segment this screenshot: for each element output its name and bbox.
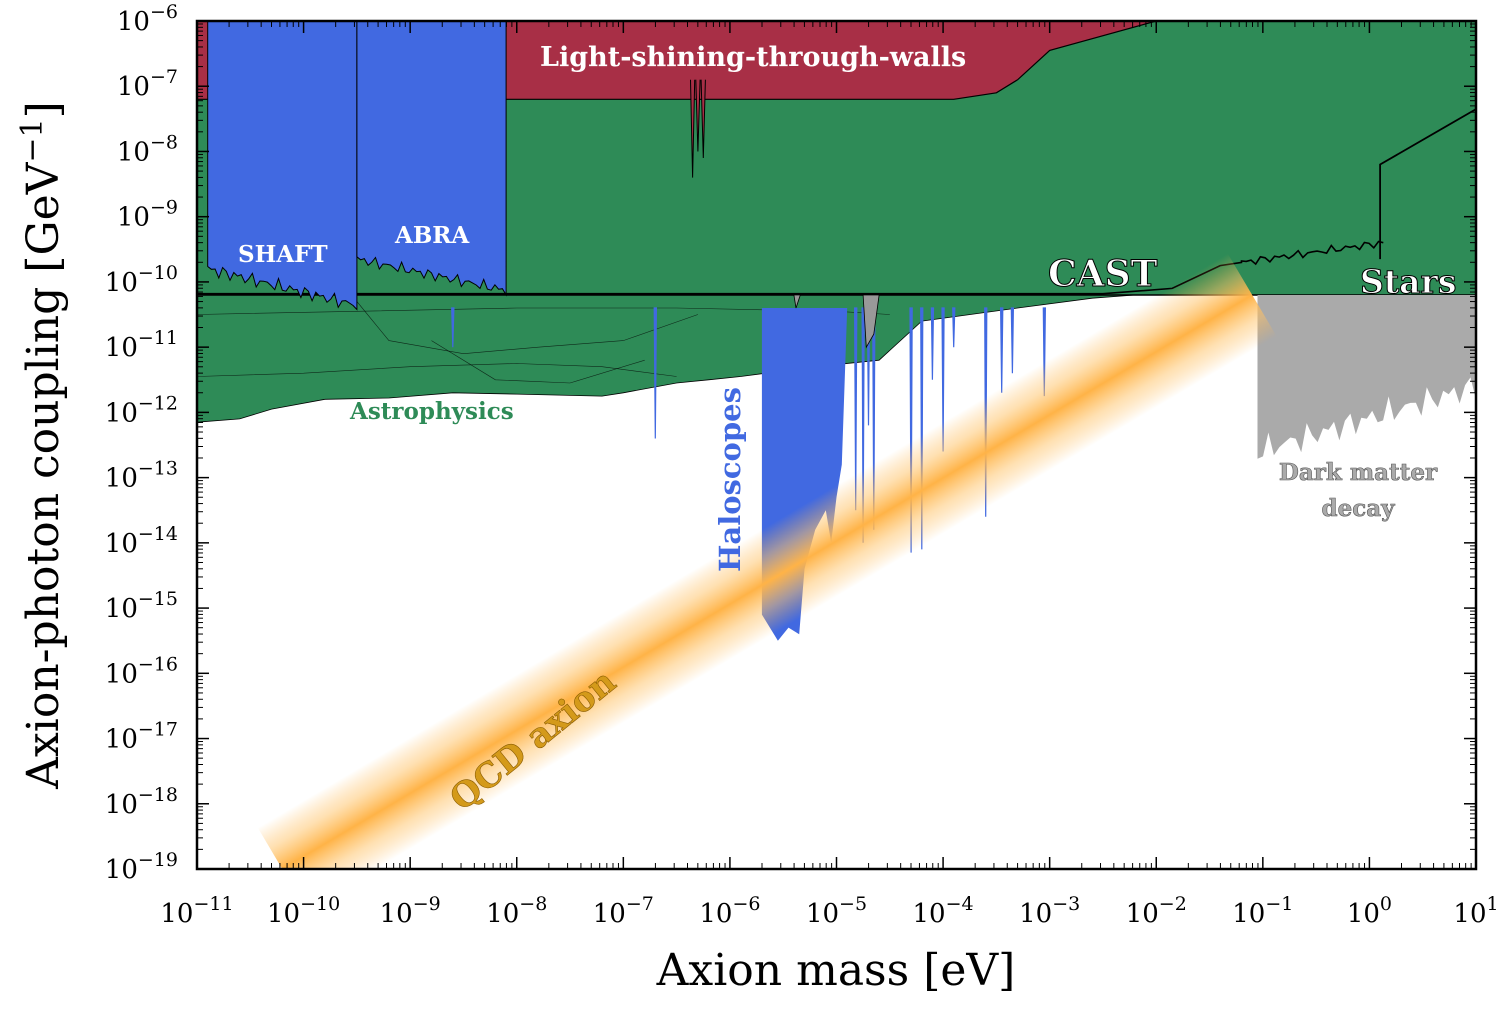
grey-feature — [862, 294, 880, 349]
y-tick-label: 10−14 — [105, 523, 178, 559]
y-tick-label: 10−8 — [117, 131, 178, 167]
y-tick-label: 10−13 — [105, 458, 178, 494]
x-tick-label: 10−5 — [806, 893, 867, 929]
lsw-dip — [690, 79, 696, 178]
y-tick-label: 10−15 — [105, 588, 178, 624]
label-light-shining-through-walls: Light-shining-through-walls — [540, 42, 966, 73]
y-axis-label: Axion-photon coupling [GeV−1] — [15, 101, 69, 790]
x-tick-label: 10−11 — [160, 893, 233, 929]
stars-upper-boundary — [1379, 108, 1476, 260]
x-tick-label: 10−10 — [267, 893, 340, 929]
x-tick-label: 10−2 — [1126, 893, 1187, 929]
haloscope-spike — [941, 307, 945, 452]
y-tick-label: 10−10 — [105, 262, 178, 298]
x-tick-label: 10−3 — [1019, 893, 1080, 929]
y-tick-label: 10−12 — [105, 392, 178, 428]
label-dark-matter-decay-1: Dark matter — [1279, 459, 1438, 486]
x-tick-label: 10−1 — [1232, 893, 1293, 929]
astrophysics-contour — [356, 301, 698, 355]
label-abra: ABRA — [394, 222, 470, 249]
x-tick-label: 10−7 — [593, 893, 654, 929]
abra-region — [356, 21, 507, 297]
y-tick-label: 10−9 — [117, 197, 178, 233]
haloscope-spike — [653, 307, 658, 439]
haloscope-spike — [1010, 307, 1015, 374]
haloscope-spike — [999, 307, 1004, 393]
label-shaft: SHAFT — [238, 241, 328, 268]
plot-area: Light-shining-through-walls SHAFT ABRA CAST… — [197, 21, 1476, 869]
haloscope-spike — [1042, 307, 1047, 397]
haloscope-spike — [861, 307, 865, 543]
y-tick-label: 10−7 — [117, 66, 178, 102]
lsw-dip — [695, 79, 701, 152]
haloscope-spike — [451, 307, 455, 348]
astrophysics-contour — [431, 340, 645, 384]
haloscope-spike — [920, 307, 924, 550]
exclusion-regions — [197, 21, 1476, 869]
x-tick-label: 10−8 — [486, 893, 547, 929]
label-stars: Stars — [1360, 262, 1456, 301]
haloscope-spike — [952, 307, 956, 348]
label-astrophysics: Astrophysics — [349, 398, 514, 425]
y-axis-label-main: Axion-photon coupling [GeV — [18, 161, 69, 789]
label-haloscopes: Haloscopes — [713, 387, 747, 572]
y-tick-label: 10−18 — [105, 784, 178, 820]
y-tick-label: 10−19 — [105, 849, 178, 885]
x-axis-label: Axion mass [eV] — [656, 945, 1016, 996]
shaft-region — [207, 21, 358, 311]
label-dark-matter-decay-2: decay — [1322, 495, 1396, 522]
haloscope-spike — [853, 307, 858, 511]
x-tick-label: 10−6 — [699, 893, 760, 929]
y-tick-label: 10−11 — [105, 327, 178, 363]
y-axis-ticks: 10−19 10−18 10−17 10−16 10−15 10−14 10−13 10−12… — [105, 1, 1476, 885]
x-axis-ticks: 10−11 10−10 10−9 10−8 10−7 10−6 10−5 10−4 10−3 10… — [160, 21, 1499, 929]
y-axis-label-close: ] — [18, 101, 69, 118]
cast-limit-line — [197, 240, 1384, 295]
y-tick-label: 10−16 — [105, 653, 178, 689]
x-tick-label: 10−4 — [913, 893, 974, 929]
y-tick-label: 10−6 — [117, 1, 178, 37]
lsw-dip — [700, 79, 706, 159]
grey-feature — [793, 294, 801, 309]
haloscope-spike — [930, 307, 935, 380]
y-axis-label-exponent: −1 — [15, 118, 50, 162]
dark-matter-decay-region — [1257, 295, 1476, 459]
x-tick-label: 101 — [1453, 893, 1498, 929]
haloscope-spike — [909, 307, 913, 553]
x-tick-label: 100 — [1347, 893, 1392, 929]
y-tick-label: 10−17 — [105, 719, 178, 755]
label-cast: CAST — [1048, 253, 1158, 295]
x-tick-label: 10−9 — [380, 893, 441, 929]
astrophysics-contour — [197, 363, 677, 377]
qcd-axion-band — [257, 253, 1277, 869]
